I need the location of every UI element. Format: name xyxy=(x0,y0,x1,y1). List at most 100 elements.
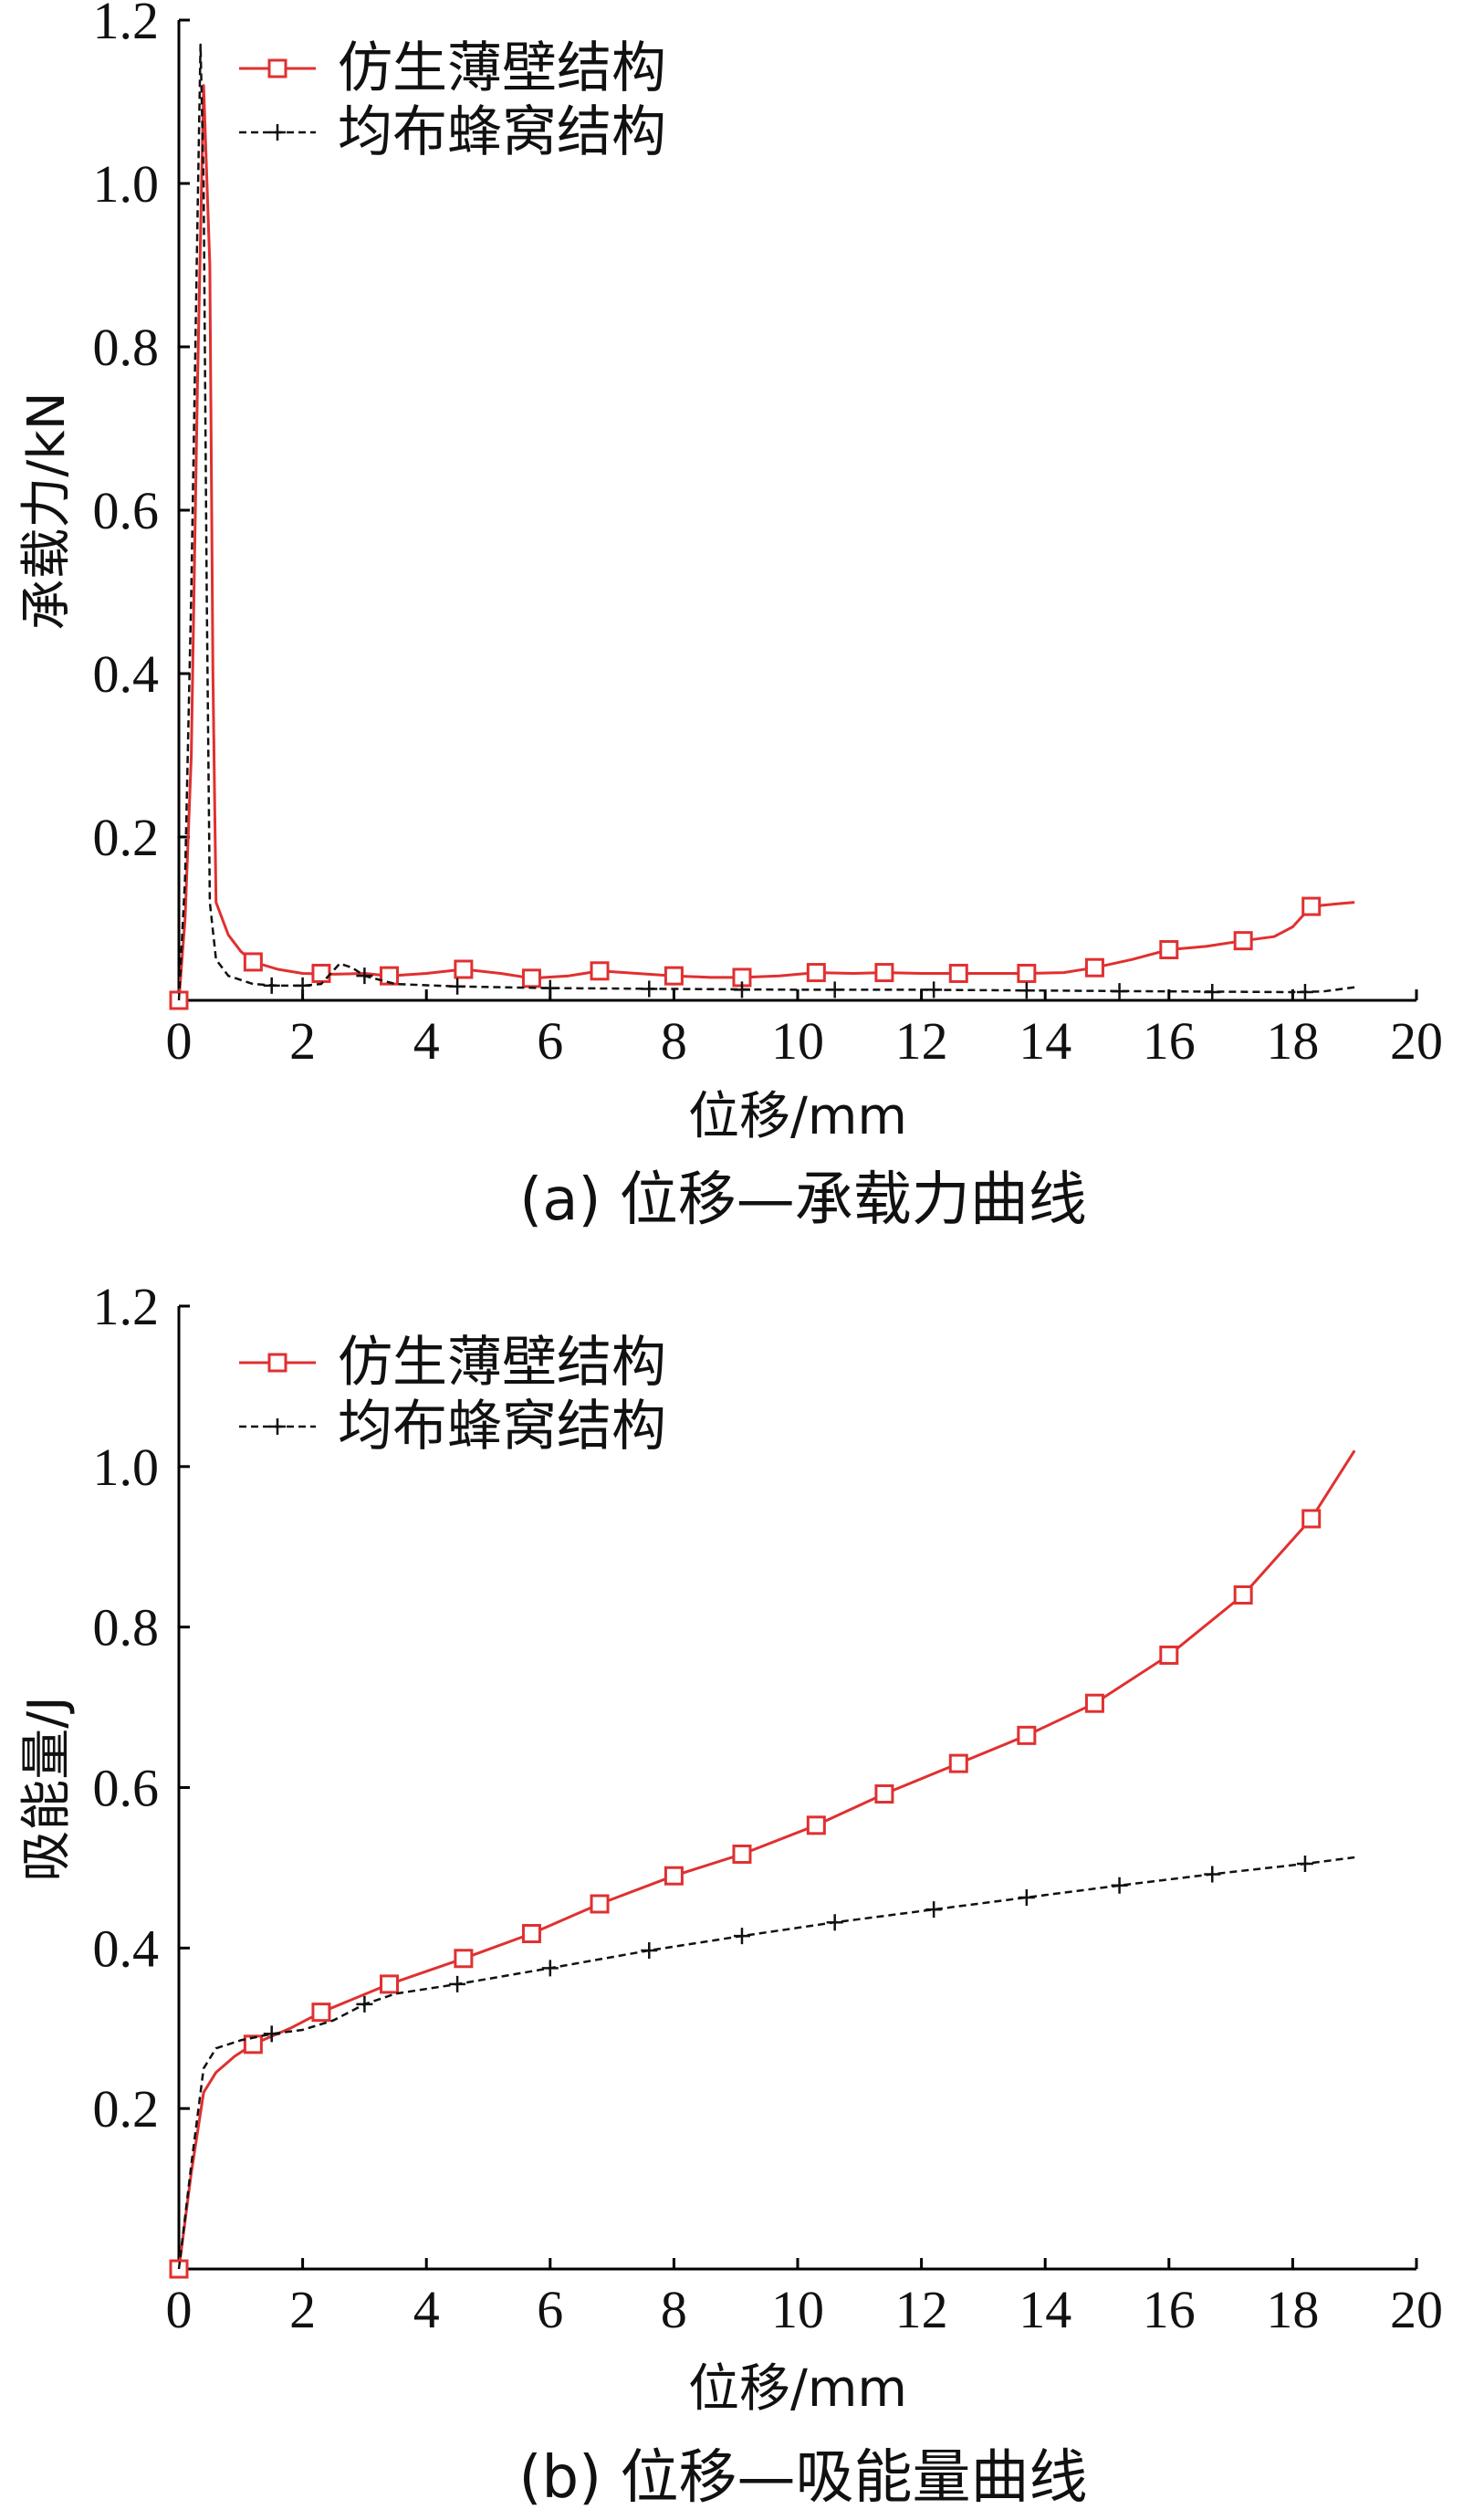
data-point-square xyxy=(1086,959,1102,976)
data-point-plus xyxy=(356,967,372,984)
x-tick-label: 6 xyxy=(537,2280,563,2339)
x-tick-label: 10 xyxy=(771,1011,824,1071)
plot-area-a xyxy=(171,45,1354,1009)
y-tick-label: 0.2 xyxy=(93,808,160,867)
x-tick-label: 14 xyxy=(1019,2280,1071,2339)
x-tick-label: 8 xyxy=(661,2280,687,2339)
chart-panel-b: 0.2 0.4 0.6 0.8 1.0 1.2 0 2 4 6 8 10 12 14 16 18 20 仿生薄… xyxy=(17,1277,1443,2512)
series-line-honeycomb xyxy=(179,45,1354,1000)
series-line-bionic xyxy=(179,1450,1354,2269)
data-point-plus xyxy=(925,1901,942,1918)
data-point-square xyxy=(1235,1587,1251,1604)
data-point-plus xyxy=(1204,1866,1220,1882)
x-tick-label: 12 xyxy=(895,2280,948,2339)
data-point-square xyxy=(591,1896,608,1912)
x-tick-label: 14 xyxy=(1019,1011,1071,1071)
legend-label: 均布蜂窝结构 xyxy=(338,1395,666,1459)
data-point-square xyxy=(455,961,472,978)
data-point-square xyxy=(950,965,967,981)
y-axis-label-b: 吸能量/J xyxy=(17,1696,77,1881)
y-axis-label-a: 承载力/kN xyxy=(17,392,77,630)
data-point-plus xyxy=(1297,984,1313,1000)
x-axis-label-b: 位移/mm xyxy=(688,2359,907,2419)
y-tick-label: 0.8 xyxy=(93,1598,160,1657)
x-tick-label: 2 xyxy=(289,1011,316,1071)
y-tick-label: 0.4 xyxy=(93,1919,160,1978)
x-tick-label: 2 xyxy=(289,2280,316,2339)
data-point-square xyxy=(1086,1695,1102,1711)
x-tick-label: 18 xyxy=(1266,2280,1319,2339)
data-point-square xyxy=(1161,942,1177,958)
x-tick-label: 4 xyxy=(413,1011,440,1071)
data-point-square xyxy=(245,954,261,970)
data-point-square xyxy=(1235,933,1251,949)
x-tick-label: 12 xyxy=(895,1011,948,1071)
data-point-square xyxy=(1161,1647,1177,1663)
y-tick-label: 0.2 xyxy=(93,2079,160,2138)
data-point-plus xyxy=(449,1976,465,1992)
data-point-plus xyxy=(264,978,280,994)
data-point-plus xyxy=(449,978,465,995)
x-tick-label: 20 xyxy=(1390,2280,1443,2339)
legend-label: 仿生薄壁结构 xyxy=(338,37,666,100)
data-point-plus xyxy=(542,1960,559,1976)
legend-b: 仿生薄壁结构均布蜂窝结构 xyxy=(239,1331,666,1459)
data-point-plus xyxy=(827,1914,843,1930)
data-point-plus xyxy=(641,1942,657,1959)
y-tick-label: 0.6 xyxy=(93,481,160,540)
y-tick-label: 1.0 xyxy=(93,154,160,214)
data-point-square xyxy=(1019,965,1035,981)
data-point-plus xyxy=(827,981,843,998)
x-tick-label: 0 xyxy=(166,2280,193,2339)
legend-label: 仿生薄壁结构 xyxy=(338,1331,666,1395)
data-point-plus xyxy=(925,981,942,998)
x-tick-label: 6 xyxy=(537,1011,563,1071)
data-point-plus xyxy=(734,1928,750,1944)
data-point-square xyxy=(876,1786,893,1803)
y-tick-labels-a: 0.2 0.4 0.6 0.8 1.0 1.2 xyxy=(93,0,191,867)
data-point-square xyxy=(523,1926,539,1942)
data-point-plus xyxy=(641,980,657,997)
legend-marker-plus xyxy=(269,124,286,141)
data-point-plus xyxy=(1019,1889,1035,1906)
data-point-plus xyxy=(1112,983,1128,999)
x-tick-label: 4 xyxy=(413,2280,440,2339)
data-point-square xyxy=(523,970,539,987)
data-point-square xyxy=(665,1867,682,1884)
y-tick-label: 0.6 xyxy=(93,1759,160,1818)
legend-marker-plus xyxy=(269,1418,286,1435)
x-tick-label: 16 xyxy=(1143,2280,1196,2339)
y-tick-label: 1.2 xyxy=(93,1277,160,1336)
y-tick-label: 0.8 xyxy=(93,318,160,377)
data-point-plus xyxy=(1204,984,1220,1000)
data-point-plus xyxy=(295,978,311,994)
caption-a: (a) 位移—承载力曲线 xyxy=(519,1166,1087,1234)
data-point-square xyxy=(381,1976,398,1992)
data-point-square xyxy=(665,967,682,984)
data-point-square xyxy=(808,1817,824,1834)
y-tick-label: 1.0 xyxy=(93,1438,160,1497)
x-tick-label: 10 xyxy=(771,2280,824,2339)
legend-label: 均布蜂窝结构 xyxy=(338,100,666,164)
data-point-plus xyxy=(356,1996,372,2013)
x-axis-label-a: 位移/mm xyxy=(688,1087,907,1146)
data-point-square xyxy=(1019,1727,1035,1743)
data-point-square xyxy=(1303,1511,1320,1527)
data-point-square xyxy=(591,963,608,979)
data-point-square xyxy=(1303,898,1320,915)
caption-b: (b) 位移—吸能量曲线 xyxy=(519,2444,1088,2512)
series-line-honeycomb xyxy=(179,1857,1354,2269)
data-point-plus xyxy=(1019,982,1035,999)
data-point-plus xyxy=(1297,1856,1313,1872)
x-tick-label: 8 xyxy=(661,1011,687,1071)
y-tick-label: 0.4 xyxy=(93,644,160,704)
x-tick-label: 0 xyxy=(166,1011,193,1071)
y-tick-labels-b: 0.2 0.4 0.6 0.8 1.0 1.2 xyxy=(93,1277,191,2138)
data-point-plus xyxy=(1112,1877,1128,1894)
data-point-square xyxy=(950,1755,967,1772)
plot-area-b xyxy=(171,1450,1354,2277)
x-tick-label: 18 xyxy=(1266,1011,1319,1071)
legend-marker-square xyxy=(269,60,286,77)
data-point-square xyxy=(734,1846,750,1862)
